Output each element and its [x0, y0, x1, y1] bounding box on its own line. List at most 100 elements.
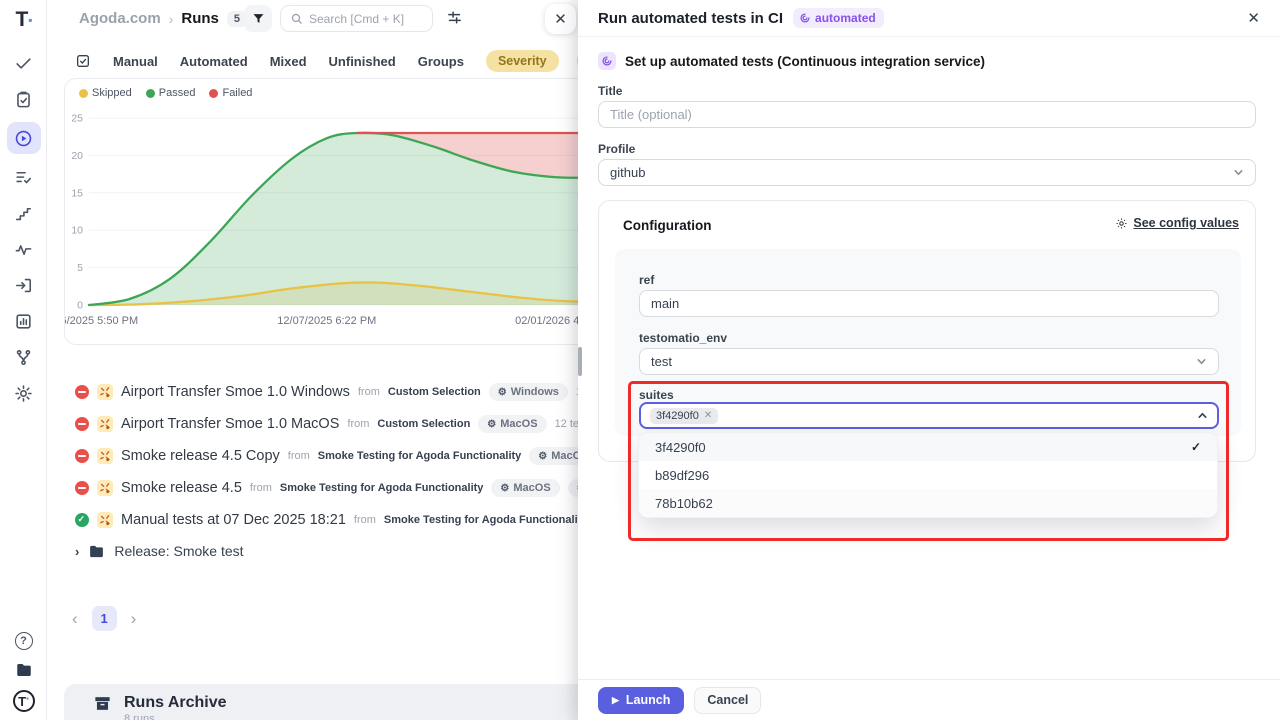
- run-row[interactable]: Airport Transfer Smoe 1.0 MacOSfromCusto…: [75, 408, 578, 440]
- sidebar-item-runs[interactable]: [7, 122, 41, 154]
- archive-title: Runs Archive: [124, 694, 227, 711]
- sidebar-item-help[interactable]: ?: [15, 632, 33, 650]
- configuration-heading: Configuration: [623, 218, 711, 233]
- gear-icon: [14, 384, 33, 403]
- sidebar-item-projects[interactable]: [15, 661, 33, 679]
- smoke-run-icon: [97, 512, 113, 528]
- configuration-card: Configuration See config values ref test…: [598, 200, 1256, 462]
- page-current[interactable]: 1: [92, 606, 117, 631]
- filter-automated[interactable]: Automated: [180, 54, 248, 69]
- chart-x-axis: 11/26/2025 5:50 PM12/07/2025 6:22 PM02/0…: [65, 315, 578, 329]
- sidebar-item-suites[interactable]: [7, 164, 41, 190]
- chevron-right-icon[interactable]: ›: [75, 544, 79, 559]
- legend-skipped[interactable]: Skipped: [79, 87, 132, 99]
- sidebar-item-branches[interactable]: [7, 344, 41, 370]
- ref-input[interactable]: [651, 296, 1207, 311]
- run-title[interactable]: Manual tests at 07 Dec 2025 18:21: [121, 512, 346, 528]
- page-next-icon[interactable]: ›: [131, 607, 137, 631]
- check-icon: ✓: [1191, 440, 1201, 454]
- filter-mixed[interactable]: Mixed: [270, 54, 307, 69]
- app-logo[interactable]: T▪: [12, 8, 36, 32]
- page-prev-icon[interactable]: ‹: [72, 607, 78, 631]
- suite-option-b89df296[interactable]: b89df296: [639, 461, 1217, 489]
- run-title[interactable]: Airport Transfer Smoe 1.0 Windows: [121, 384, 350, 400]
- profile-select[interactable]: github: [598, 159, 1256, 186]
- failed-status-icon: [75, 417, 89, 431]
- close-modal-icon[interactable]: ✕: [1247, 9, 1260, 27]
- breadcrumb-project[interactable]: Agoda.com: [79, 10, 161, 27]
- select-runs-icon[interactable]: [75, 53, 91, 69]
- play-icon: ▶: [612, 695, 619, 706]
- sidebar-item-profile[interactable]: T▪: [13, 690, 35, 712]
- env-chip-macos: ⚙MacOS: [491, 479, 559, 497]
- filter-button[interactable]: [244, 5, 272, 32]
- sidebar-item-reports[interactable]: [7, 308, 41, 334]
- svg-text:25: 25: [71, 113, 83, 125]
- search-input[interactable]: [309, 12, 414, 26]
- env-chip-windows: ⚙Windows: [489, 383, 568, 401]
- run-from-label: from: [288, 450, 310, 462]
- ref-field[interactable]: [639, 290, 1219, 317]
- filter-manual[interactable]: Manual: [113, 54, 158, 69]
- search-icon: [290, 12, 303, 25]
- area-chart: 0510152025: [65, 107, 578, 319]
- x-axis-label: 02/01/2026 4:21 PM: [515, 315, 578, 327]
- sidebar-item-settings[interactable]: [7, 380, 41, 406]
- sidebar-item-results[interactable]: [7, 50, 41, 76]
- see-config-values-link[interactable]: See config values: [1115, 216, 1239, 230]
- ref-label: ref: [639, 273, 654, 287]
- filter-groups[interactable]: Groups: [418, 54, 464, 69]
- launch-button[interactable]: ▶ Launch: [598, 687, 684, 714]
- run-row[interactable]: Smoke release 4.5fromSmoke Testing for A…: [75, 472, 578, 504]
- filter-chip-severity[interactable]: Severity: [486, 50, 559, 72]
- svg-text:10: 10: [71, 225, 83, 237]
- suite-option-3f4290f0[interactable]: 3f4290f0✓: [639, 433, 1217, 461]
- automated-badge: automated: [793, 8, 884, 28]
- legend-passed[interactable]: Passed: [146, 87, 196, 99]
- sidebar-item-import[interactable]: [7, 272, 41, 298]
- suite-option-78b10b62[interactable]: 78b10b62: [639, 489, 1217, 517]
- sidebar-item-analytics[interactable]: [7, 236, 41, 262]
- breadcrumb-page[interactable]: Runs: [181, 10, 219, 27]
- run-row[interactable]: Manual tests at 07 Dec 2025 18:21fromSmo…: [75, 504, 578, 536]
- run-from-label: from: [354, 514, 376, 526]
- smoke-run-icon: [97, 480, 113, 496]
- suites-multiselect[interactable]: 3f4290f0 ✕: [639, 402, 1219, 429]
- release-folder-row[interactable]: › Release: Smoke test: [75, 536, 244, 566]
- run-title[interactable]: Airport Transfer Smoe 1.0 MacOS: [121, 416, 339, 432]
- run-row[interactable]: Smoke release 4.5 CopyfromSmoke Testing …: [75, 440, 578, 472]
- env-value: test: [651, 354, 672, 369]
- remove-tag-icon[interactable]: ✕: [704, 410, 712, 421]
- adjustments-button[interactable]: [446, 9, 463, 31]
- env-chip-chrome: ⚙Chrome: [568, 479, 578, 497]
- cancel-button[interactable]: Cancel: [694, 687, 761, 714]
- sidebar-item-steps[interactable]: [7, 200, 41, 226]
- sidebar: T▪ ? T▪: [0, 0, 47, 720]
- env-chip-macos: ⚙MacOS: [529, 447, 578, 465]
- run-row[interactable]: Airport Transfer Smoe 1.0 WindowsfromCus…: [75, 376, 578, 408]
- folder-icon: [88, 543, 105, 560]
- suites-label: suites: [639, 388, 674, 402]
- folder-icon: [15, 661, 33, 679]
- filter-items: Manual Automated Mixed Unfinished Groups: [113, 54, 464, 69]
- search-box[interactable]: [280, 5, 433, 32]
- failed-status-icon: [75, 481, 89, 495]
- scrollbar-thumb[interactable]: [578, 347, 582, 376]
- filter-unfinished[interactable]: Unfinished: [329, 54, 396, 69]
- legend-failed[interactable]: Failed: [209, 87, 252, 99]
- run-title[interactable]: Smoke release 4.5 Copy: [121, 448, 280, 464]
- title-input[interactable]: [610, 107, 1244, 122]
- profile-value: github: [610, 165, 645, 180]
- close-panel-button[interactable]: ✕: [545, 4, 576, 34]
- x-axis-label: 12/07/2025 6:22 PM: [277, 315, 376, 327]
- runs-archive-row[interactable]: Runs Archive 8 runs: [64, 684, 578, 720]
- run-title[interactable]: Smoke release 4.5: [121, 480, 242, 496]
- logo-badge-icon: T▪: [13, 690, 35, 712]
- git-branch-icon: [14, 348, 33, 367]
- activity-icon: [14, 240, 33, 259]
- sidebar-item-test-plans[interactable]: [7, 86, 41, 112]
- title-field[interactable]: [598, 101, 1256, 128]
- pagination: ‹ 1 ›: [72, 606, 136, 631]
- help-circle-icon: ?: [15, 632, 33, 650]
- env-select[interactable]: test: [639, 348, 1219, 375]
